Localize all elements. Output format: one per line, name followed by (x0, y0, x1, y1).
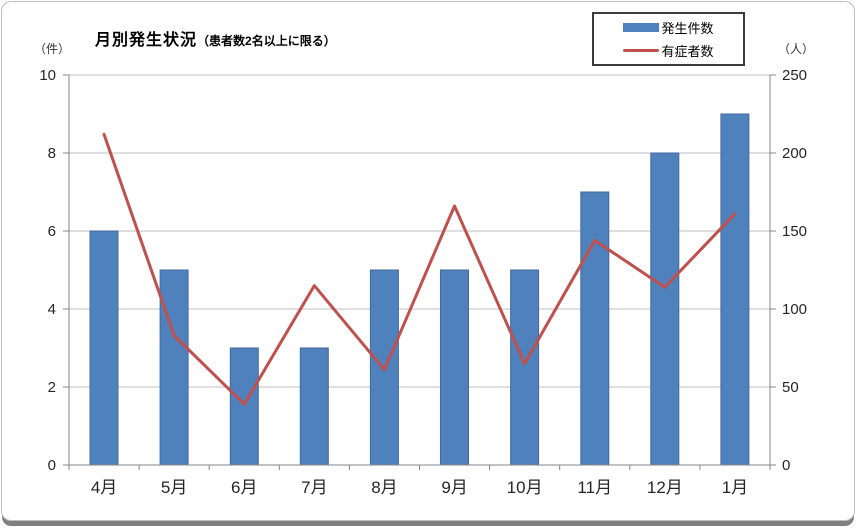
bar (229, 347, 259, 466)
legend-item-line-series: 有症者数 (594, 41, 743, 60)
chart-title: 月別発生状況（患者数2名以上に限る） (95, 26, 336, 50)
x-category-label: 8月 (371, 478, 397, 497)
left-tick-label: 8 (48, 145, 56, 162)
right-tick-label: 200 (782, 145, 807, 162)
x-category-label: 4月 (91, 478, 117, 497)
bar (159, 269, 189, 466)
bar-series-swatch-icon (623, 23, 660, 32)
x-category-label: 7月 (301, 478, 327, 497)
legend-label-line-series: 有症者数 (661, 44, 714, 59)
legend-label-bar-series: 発生件数 (661, 21, 714, 36)
chart-title-suffix: （患者数2名以上に限る） (197, 34, 336, 48)
right-tick-label: 0 (782, 457, 790, 474)
bar (650, 152, 680, 466)
legend: 発生件数 有症者数 (592, 12, 745, 66)
x-category-label: 12月 (647, 478, 683, 497)
legend-item-bar-series: 発生件数 (594, 18, 743, 37)
right-axis-unit-label: （人） (778, 42, 815, 56)
left-tick-label: 10 (39, 67, 56, 84)
left-tick-label: 0 (48, 457, 56, 474)
bar (720, 113, 750, 466)
x-category-label: 11月 (577, 478, 612, 497)
left-tick-label: 2 (48, 379, 56, 396)
bar (299, 347, 329, 466)
bar-series (89, 113, 750, 466)
left-tick-label: 4 (48, 301, 56, 318)
bar (580, 191, 610, 466)
x-category-label: 1月 (722, 478, 748, 497)
left-axis-unit-label: （件） (34, 42, 71, 56)
bar (89, 230, 119, 466)
right-tick-label: 250 (782, 67, 807, 84)
line-series-swatch-icon (623, 49, 660, 52)
x-category-label: 6月 (231, 478, 257, 497)
x-category-label: 9月 (441, 478, 467, 497)
x-category-label: 5月 (161, 478, 187, 497)
right-tick-label: 100 (782, 301, 807, 318)
bar (510, 269, 540, 466)
right-tick-label: 50 (782, 379, 799, 396)
x-category-label: 10月 (507, 478, 543, 497)
left-tick-label: 6 (48, 223, 56, 240)
right-tick-label: 150 (782, 223, 807, 240)
bar (440, 269, 469, 466)
chart-title-main: 月別発生状況 (95, 32, 198, 49)
line-series (102, 132, 737, 406)
